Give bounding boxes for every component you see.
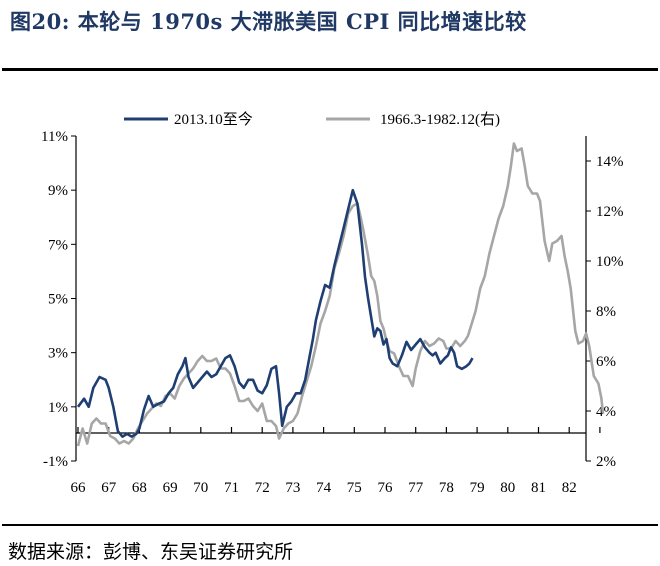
right-axis-tick-label: 4% [596,404,616,420]
x-axis-tick-label: 66 [71,480,87,496]
left-axis-tick-label: 7% [48,237,68,253]
left-axis-tick-label: 9% [48,183,68,199]
x-axis-tick-label: 81 [531,480,546,496]
x-axis-tick-label: 73 [285,480,300,496]
x-axis-tick-label: 68 [132,480,147,496]
right-axis-tick-label: 12% [596,204,624,220]
x-axis-tick-label: 82 [562,480,577,496]
legend-label-2013-present: 2013.10至今 [174,111,253,128]
x-axis-tick-label: 80 [500,480,515,496]
x-axis-tick-label: 79 [470,480,485,496]
x-axis-tick-label: 77 [408,480,424,496]
left-axis-tick-label: 3% [48,346,68,362]
left-axis-tick-label: 1% [48,400,68,416]
series-line-1966-1982 [78,144,603,447]
x-axis-tick-label: 69 [163,480,178,496]
left-axis-tick-label: -1% [43,454,68,470]
x-axis-tick-label: 78 [439,480,454,496]
x-axis-tick-label: 71 [224,480,239,496]
bottom-rule [2,524,658,526]
data-source: 数据来源：彭博、东吴证券研究所 [8,537,293,564]
x-axis-tick-label: 70 [193,480,208,496]
right-axis-tick-label: 10% [596,254,624,270]
x-axis-tick-label: 75 [347,480,362,496]
left-axis-tick-label: 5% [48,292,68,308]
x-axis-tick-label: 67 [101,480,117,496]
x-axis-tick-label: 72 [255,480,270,496]
right-axis-tick-label: 14% [596,154,624,170]
right-axis-tick-label: 8% [596,304,616,320]
legend-label-1966-1982: 1966.3-1982.12(右) [380,111,500,128]
x-axis-tick-label: 74 [316,480,332,496]
right-axis-tick-label: 2% [596,454,616,470]
series-line-2013-present [78,190,473,436]
left-axis-tick-label: 11% [41,129,68,145]
right-axis-tick-label: 6% [596,354,616,370]
x-axis-tick-label: 76 [378,480,394,496]
